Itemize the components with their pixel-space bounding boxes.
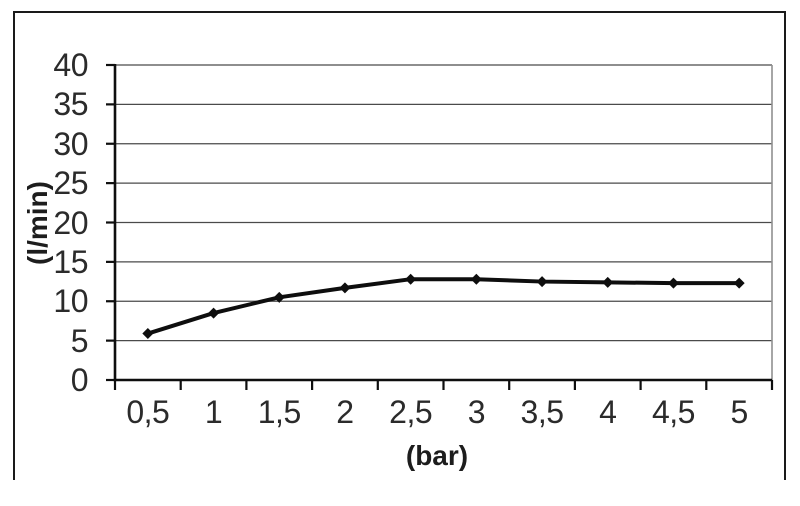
axes — [106, 63, 774, 390]
y-axis-title: (l/min) — [22, 181, 53, 265]
data-point-marker — [405, 273, 417, 285]
data-series-line — [142, 273, 745, 340]
figure-frame — [13, 11, 786, 480]
data-point-marker — [536, 276, 548, 288]
x-axis-title: (bar) — [405, 440, 469, 471]
data-point-marker — [470, 273, 482, 285]
data-point-marker — [667, 277, 679, 289]
gridlines — [115, 64, 773, 380]
data-point-marker — [142, 328, 154, 340]
data-point-marker — [273, 291, 285, 303]
data-point-marker — [602, 276, 614, 288]
data-point-marker — [733, 277, 745, 289]
series-line — [147, 277, 740, 336]
data-point-marker — [339, 282, 351, 294]
data-point-marker — [208, 307, 220, 319]
